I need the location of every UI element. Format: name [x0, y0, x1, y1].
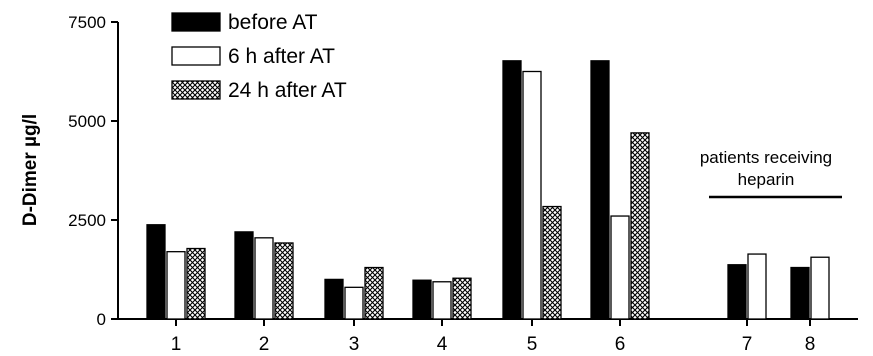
legend-label: before AT	[228, 11, 318, 34]
bar-solid-cat-3	[324, 278, 344, 320]
annotation-line-1: patients receiving	[700, 148, 832, 167]
bar-crosshatch-cat-1	[186, 247, 206, 320]
legend-swatch-crosshatch	[171, 80, 221, 100]
x-tick-label: 8	[805, 334, 816, 355]
bar-solid-cat-4	[412, 279, 432, 320]
bar-solid-cat-6	[590, 60, 610, 320]
y-tick-label: 5000	[68, 112, 106, 131]
bar-outline-cat-3	[344, 286, 364, 320]
y-tick-label: 2500	[68, 211, 106, 230]
y-tick-label: 7500	[68, 13, 106, 32]
bar-crosshatch-cat-6	[630, 132, 650, 320]
x-tick-label: 2	[259, 334, 270, 355]
legend-swatch-solid	[171, 12, 221, 32]
legend: before AT 6 h after AT 24 h after AT	[171, 11, 347, 102]
legend-label: 24 h after AT	[228, 79, 347, 102]
annotation-line-2: heparin	[738, 170, 795, 189]
legend-swatch-outline	[171, 46, 221, 66]
bar-outline-cat-5	[522, 70, 542, 320]
y-tick-label: 0	[97, 310, 106, 329]
x-tick-label: 7	[742, 334, 753, 355]
bar-crosshatch-cat-3	[364, 266, 384, 320]
bar-solid-cat-1	[146, 224, 166, 320]
bar-outline-cat-4	[432, 281, 452, 320]
bar-outline-cat-6	[610, 215, 630, 320]
bar-outline-cat-1	[166, 251, 186, 320]
bar-solid-cat-8	[790, 266, 810, 320]
bars	[146, 60, 830, 320]
x-tick-label: 3	[349, 334, 360, 355]
bar-solid-cat-2	[234, 231, 254, 320]
x-tick-label: 1	[171, 334, 182, 355]
legend-label: 6 h after AT	[228, 45, 335, 68]
bar-crosshatch-cat-2	[274, 242, 294, 320]
bar-outline-cat-8	[810, 256, 830, 320]
y-axis-title: D-Dimer µg/l	[20, 114, 41, 226]
x-tick-label: 4	[437, 334, 448, 355]
heparin-annotation: patients receiving heparin	[700, 148, 842, 199]
bar-crosshatch-cat-5	[542, 205, 562, 320]
x-tick-label: 5	[527, 334, 538, 355]
x-axis: 1 2 3 4 5 6 7 8	[117, 318, 858, 355]
bar-solid-cat-5	[502, 60, 522, 320]
y-axis: 0 2500 5000 7500	[68, 13, 119, 329]
bar-outline-cat-7	[747, 253, 767, 320]
bar-crosshatch-cat-4	[452, 277, 472, 320]
bar-outline-cat-2	[254, 237, 274, 320]
bar-solid-cat-7	[727, 264, 747, 320]
x-tick-label: 6	[615, 334, 626, 355]
